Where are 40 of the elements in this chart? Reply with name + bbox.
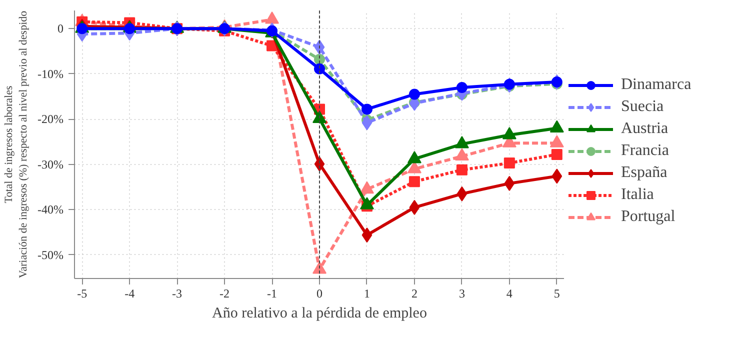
point xyxy=(504,158,515,169)
x-tick-label: -2 xyxy=(220,286,230,300)
x-axis-title: Año relativo a la pérdida de empleo xyxy=(212,306,427,322)
legend-label: España xyxy=(621,164,668,182)
legend-label: Austria xyxy=(621,120,668,138)
x-tick-label: -4 xyxy=(124,286,135,300)
point xyxy=(551,148,562,160)
x-tick-label: 5 xyxy=(554,286,560,300)
point xyxy=(456,186,468,202)
point xyxy=(456,82,468,93)
y-tick-label: -50% xyxy=(38,248,64,262)
point xyxy=(409,200,420,215)
point xyxy=(504,176,515,191)
x-tick-label: -1 xyxy=(267,286,278,300)
point xyxy=(456,164,468,176)
x-tick-label: 0 xyxy=(316,286,322,300)
point xyxy=(362,228,372,243)
x-tick-label: 3 xyxy=(458,286,465,300)
x-tick-label: -3 xyxy=(172,286,182,300)
point xyxy=(552,168,562,184)
x-tick-label: 2 xyxy=(411,286,418,300)
y-axis-title: Total de ingresos laborales Variación de ingresos (%) respecto al nivel previo al despido xyxy=(3,10,30,278)
legend-label: Dinamarca xyxy=(621,76,692,94)
point xyxy=(408,88,420,100)
point xyxy=(314,63,325,74)
legend-label: Francia xyxy=(621,142,669,160)
point xyxy=(361,104,372,115)
point xyxy=(362,115,372,130)
legend-label: Suecia xyxy=(621,98,664,116)
y-tick-label: -20% xyxy=(38,112,64,126)
y-tick-label: -10% xyxy=(38,66,64,81)
point xyxy=(408,176,420,188)
y-tick-label: -40% xyxy=(38,202,64,217)
x-tick-label: 4 xyxy=(506,286,512,300)
y-tick-label: 0 xyxy=(58,22,64,36)
legend-label: Portugal xyxy=(621,208,676,226)
legend-label: Italia xyxy=(621,186,654,204)
x-tick-label: 1 xyxy=(364,286,370,300)
x-tick-label: -5 xyxy=(77,286,88,300)
y-tick-label: -30% xyxy=(38,157,64,172)
